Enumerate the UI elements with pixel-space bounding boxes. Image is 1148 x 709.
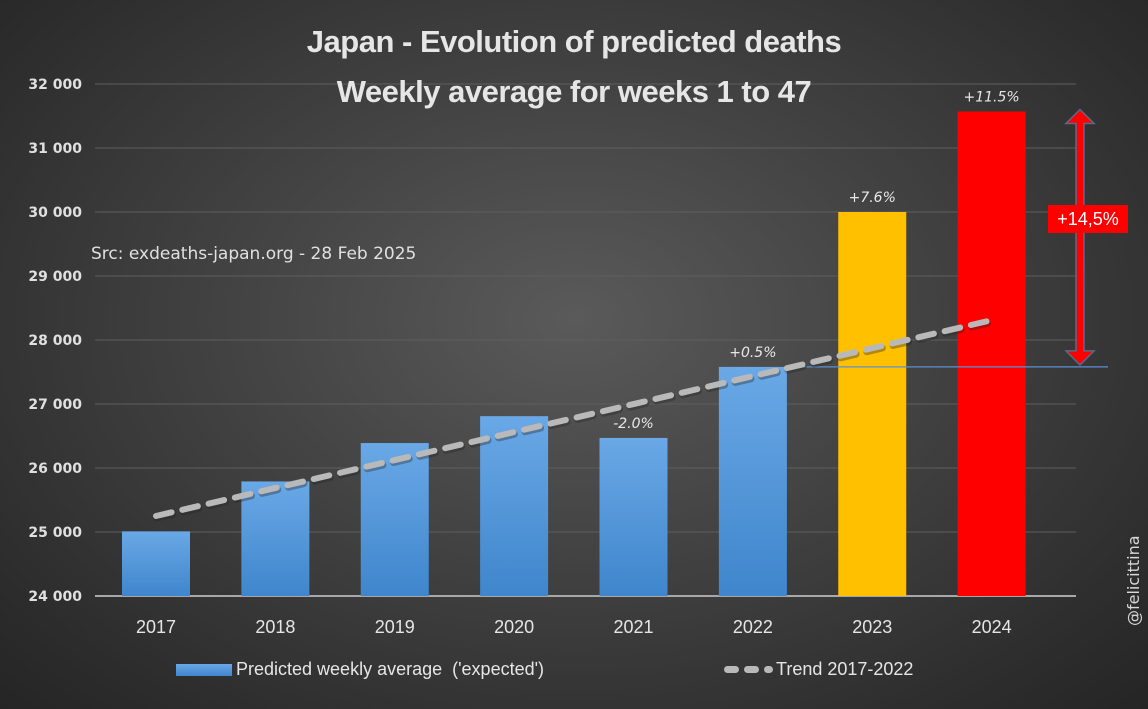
x-tick-label: 2019 (375, 617, 415, 637)
legend-bar-swatch (176, 663, 232, 676)
author-watermark: @felicittina (1124, 535, 1143, 626)
x-tick-label: 2018 (255, 617, 295, 637)
x-tick-label: 2022 (733, 617, 773, 637)
y-tick-label: 31 000 (28, 141, 82, 157)
y-tick-label: 30 000 (28, 205, 82, 221)
y-tick-label: 25 000 (28, 525, 82, 541)
y-tick-label: 27 000 (28, 397, 82, 413)
data-label: +7.6% (849, 190, 896, 206)
x-tick-label: 2020 (494, 617, 534, 637)
increase-annotation-label: +14,5% (1048, 205, 1128, 233)
x-tick-label: 2021 (613, 617, 653, 637)
legend-item-trend: Trend 2017-2022 (724, 659, 913, 680)
legend-label-predicted: Predicted weekly average ('expected') (236, 659, 545, 679)
chart-title: Japan - Evolution of predicted deaths (306, 24, 842, 59)
legend-dash-swatch (724, 666, 773, 673)
data-label: -2.0% (613, 416, 654, 432)
double-arrow-icon (1064, 108, 1096, 366)
y-tick-label: 24 000 (28, 589, 82, 605)
x-tick-label: 2023 (852, 617, 892, 637)
legend-label-trend: Trend 2017-2022 (776, 659, 914, 679)
legend-item-predicted: Predicted weekly average ('expected') (176, 659, 544, 680)
bar-2018 (241, 481, 310, 596)
source-note: Src: exdeaths-japan.org - 28 Feb 2025 (91, 244, 417, 264)
bar-2017 (122, 531, 190, 596)
y-tick-label: 28 000 (28, 333, 82, 349)
x-tick-label: 2024 (972, 617, 1012, 637)
data-label: +0.5% (729, 345, 776, 361)
x-tick-label: 2017 (136, 617, 176, 637)
y-tick-label: 26 000 (28, 461, 82, 477)
y-tick-label: 32 000 (28, 77, 82, 93)
bar-2021 (599, 437, 668, 596)
chart-subtitle: Weekly average for weeks 1 to 47 (336, 74, 812, 109)
bar-2019 (360, 443, 429, 596)
trend-line (153, 317, 995, 519)
bar-2023 (838, 212, 907, 596)
y-tick-label: 29 000 (28, 269, 82, 285)
data-label: +11.5% (964, 90, 1020, 106)
bar-2020 (480, 416, 549, 596)
bar-2024 (957, 111, 1026, 597)
bar-2022 (718, 366, 787, 596)
